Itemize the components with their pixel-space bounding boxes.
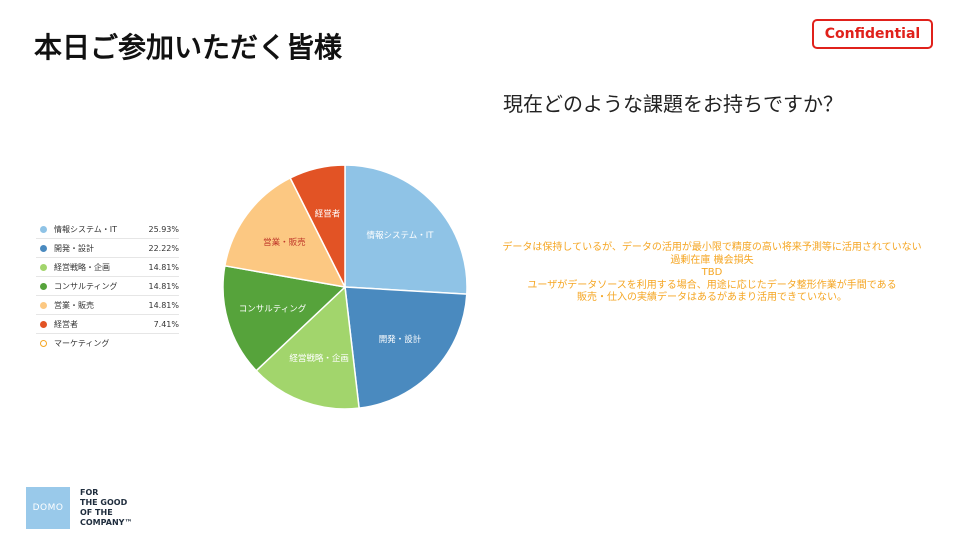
legend-swatch xyxy=(40,244,47,252)
pie-slice-label: 営業・販売 xyxy=(263,237,306,248)
logo-tagline-line: THE GOOD xyxy=(80,498,128,507)
chart-legend: 情報システム・IT 25.93% 開発・設計 22.22% 経営戦略・企画 14.81% コ… xyxy=(36,220,179,353)
page-title: 本日ご参加いただく皆様 xyxy=(34,31,343,64)
pie-slice xyxy=(289,164,346,288)
comments-list: データは保持しているが、データの活用が最小限で精度の高い将来予測等に活用されてい… xyxy=(474,242,950,305)
legend-value: 14.81% xyxy=(148,300,179,310)
legend-item: 経営戦略・企画 14.81% xyxy=(36,258,179,277)
pie-slice-label: 情報システム・IT xyxy=(367,230,435,241)
legend-value: 14.81% xyxy=(148,281,179,291)
legend-value: 25.93% xyxy=(148,224,179,234)
legend-swatch xyxy=(40,301,47,309)
comment-line: ユーザがデータソースを利用する場合、用途に応じたデータ整形作業が手間である xyxy=(527,279,897,291)
legend-swatch xyxy=(40,225,47,233)
legend-label: マーケティング xyxy=(54,339,110,348)
legend-label: 経営戦略・企画 xyxy=(54,262,110,272)
pie-slice xyxy=(255,285,360,410)
pie-slice-label: 経営者 xyxy=(315,208,341,219)
legend-label: 営業・販売 xyxy=(54,300,94,310)
legend-swatch xyxy=(40,340,47,347)
logo-tagline-line: OF THE xyxy=(80,508,113,517)
logo-tagline: FOR THE GOOD OF THE COMPANY™ xyxy=(80,488,132,528)
logo-tagline-line: FOR xyxy=(80,488,99,497)
pie-slice xyxy=(344,286,468,410)
legend-item: マーケティング xyxy=(36,334,179,353)
legend-label: コンサルティング xyxy=(54,281,118,291)
legend-item: 営業・販売 14.81% xyxy=(36,296,179,315)
comment-line: 過剰在庫 機会損失 xyxy=(670,254,754,266)
comment-line: 販売・仕入の実績データはあるがあまり活用できていない。 xyxy=(577,292,847,303)
legend-swatch xyxy=(40,282,47,290)
company-logo: DOMO FOR THE GOOD OF THE COMPANY™ xyxy=(26,487,132,529)
domo-logo-mark: DOMO xyxy=(26,487,70,529)
legend-item: 経営者 7.41% xyxy=(36,315,179,334)
legend-item: コンサルティング 14.81% xyxy=(36,277,179,296)
legend-value: 7.41% xyxy=(153,319,179,329)
legend-value: 22.22% xyxy=(148,243,179,253)
legend-value: 14.81% xyxy=(148,262,179,272)
pie-slice-label: 経営戦略・企画 xyxy=(289,353,349,364)
pie-slice xyxy=(223,176,347,288)
legend-swatch xyxy=(40,263,47,271)
legend-swatch xyxy=(40,320,47,328)
legend-label: 開発・設計 xyxy=(54,243,94,253)
confidential-badge: Confidential xyxy=(812,19,933,49)
legend-item: 情報システム・IT 25.93% xyxy=(36,220,179,239)
comment-line: TBD xyxy=(701,267,723,278)
pie-slice-label: コンサルティング xyxy=(239,304,307,315)
legend-item: 開発・設計 22.22% xyxy=(36,239,179,258)
logo-tagline-line: COMPANY™ xyxy=(80,518,133,527)
pie-slice xyxy=(222,264,347,372)
comment-line: データは保持しているが、データの活用が最小限で精度の高い将来予測等に活用されてい… xyxy=(502,242,922,253)
pie-slice-label: 開発・設計 xyxy=(379,334,422,345)
legend-label: 情報システム・IT xyxy=(54,224,118,234)
pie-slice xyxy=(344,164,468,295)
question-heading: 現在どのような課題をお持ちですか？ xyxy=(503,92,843,116)
legend-label: 経営者 xyxy=(54,319,78,329)
